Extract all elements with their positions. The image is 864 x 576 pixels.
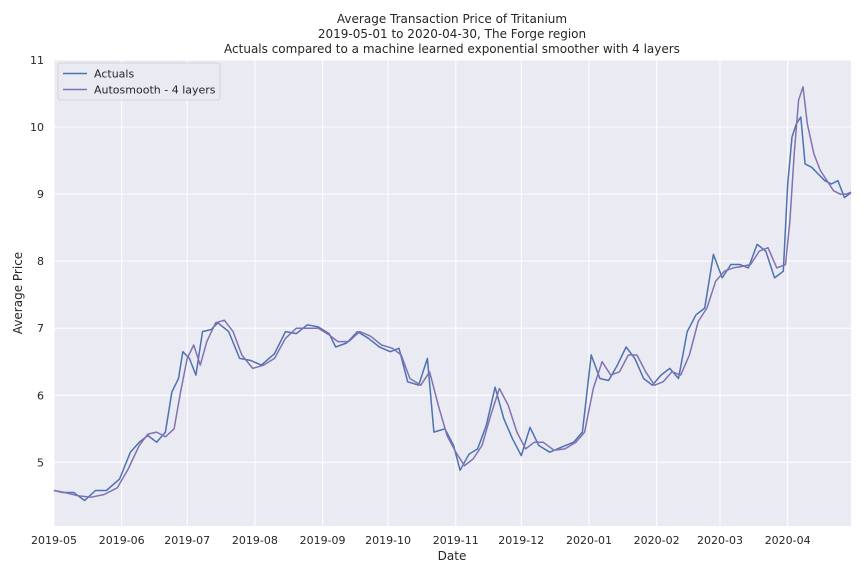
x-tick-label: 2019-09 (300, 534, 346, 547)
x-tick-label: 2020-04 (765, 534, 811, 547)
legend: Actuals Autosmooth - 4 layers (57, 62, 221, 101)
actuals-line (53, 116, 852, 502)
x-tick-label: 2019-06 (99, 534, 145, 547)
x-tick-label: 2020-02 (634, 534, 680, 547)
chart-title: Average Transaction Price of Tritanium (337, 12, 567, 26)
x-tick-label: 2019-11 (433, 534, 479, 547)
grid-lines (53, 59, 851, 526)
x-tick-label: 2019-08 (232, 534, 278, 547)
y-tick-label: 5 (37, 456, 44, 469)
x-axis-label: Date (438, 549, 467, 563)
y-tick-label: 9 (37, 188, 44, 201)
series-lines (53, 86, 852, 502)
autosmooth-line (53, 86, 852, 498)
x-tick-label: 2019-10 (365, 534, 411, 547)
x-tick-label: 2020-01 (566, 534, 612, 547)
chart-subtitle-line-1: 2019-05-01 to 2020-04-30, The Forge regi… (318, 27, 586, 41)
legend-box (57, 62, 221, 101)
legend-label-actuals: Actuals (94, 68, 134, 81)
y-tick-labels: 5 6 7 8 9 10 11 (30, 54, 44, 469)
x-tick-label: 2019-12 (498, 534, 544, 547)
y-axis-label: Average Price (11, 252, 25, 334)
x-tick-labels: 2019-05 2019-06 2019-07 2019-08 2019-09 2019-… (31, 534, 811, 547)
legend-label-autosmooth: Autosmooth - 4 layers (94, 84, 216, 97)
y-tick-label: 7 (37, 322, 44, 335)
y-tick-label: 6 (37, 389, 44, 402)
x-tick-label: 2019-05 (31, 534, 77, 547)
plot-area (54, 60, 851, 526)
y-tick-label: 10 (30, 121, 44, 134)
x-tick-label: 2019-07 (164, 534, 210, 547)
y-tick-label: 8 (37, 255, 44, 268)
x-tick-label: 2020-03 (697, 534, 743, 547)
chart-subtitle-line-2: Actuals compared to a machine learned ex… (224, 42, 680, 56)
y-tick-label: 11 (30, 54, 44, 67)
